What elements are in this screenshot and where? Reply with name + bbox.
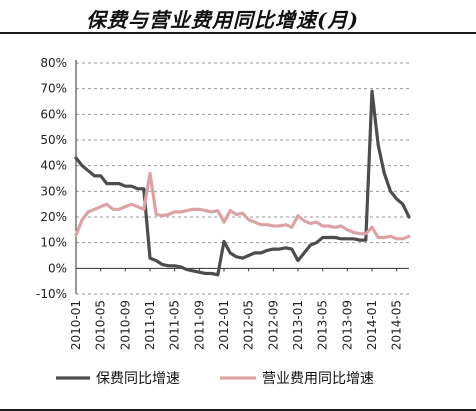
premium-growth-line	[74, 89, 411, 277]
x-tick-label: 2014-01	[365, 300, 379, 350]
x-tick-label: 2014-05	[390, 300, 404, 350]
x-tick-label: 2011-01	[143, 300, 157, 350]
y-tick-label: -10%	[36, 287, 67, 301]
x-tick-label: 2010-01	[69, 300, 83, 350]
y-tick-label: 30%	[40, 184, 67, 198]
series-lines	[74, 89, 411, 277]
y-tick-label: 0%	[48, 261, 67, 275]
y-tick-label: 20%	[40, 210, 67, 224]
y-tick-label: 50%	[40, 133, 67, 147]
operating-expense-growth-line	[74, 171, 411, 241]
gridlines	[76, 62, 409, 295]
legend-label-premium: 保费同比增速	[96, 371, 180, 387]
x-tick-label: 2013-05	[316, 300, 330, 350]
x-tick-label: 2013-01	[291, 300, 305, 350]
x-tick-label: 2012-01	[217, 300, 231, 350]
x-tick-label: 2010-09	[118, 300, 132, 350]
x-tick-label: 2012-05	[242, 300, 256, 350]
line-chart: 80%70%60%50%40%30%20%10%0%-10% 2010-01 20…	[36, 56, 411, 387]
x-tick-label: 2010-05	[94, 300, 108, 350]
bottom-border	[0, 409, 476, 411]
x-tick-label: 2012-09	[266, 300, 280, 350]
legend: 保费同比增速 营业费用同比增速	[56, 371, 374, 387]
y-tick-label: 70%	[40, 82, 67, 96]
axes	[75, 60, 409, 294]
x-tick-label: 2011-05	[168, 300, 182, 350]
title-area: 保费与营业费用同比增速(月)	[0, 0, 476, 34]
x-tick-label: 2013-09	[340, 300, 354, 350]
title-underline	[0, 32, 476, 34]
chart-title: 保费与营业费用同比增速(月)	[86, 8, 359, 32]
x-axis-tick-labels: 2010-01 2010-05 2010-09 2011-01 2011-05 2011-…	[69, 300, 404, 350]
y-tick-label: 10%	[40, 236, 67, 250]
y-axis-tick-labels: 80% 70% 60% 50% 40% 30% 20% 10% 0% -10%	[36, 56, 67, 301]
x-tick-label: 2011-09	[192, 300, 206, 350]
legend-label-expense: 营业费用同比增速	[262, 371, 374, 387]
y-tick-label: 40%	[40, 159, 67, 173]
y-tick-label: 60%	[40, 107, 67, 121]
y-tick-label: 80%	[40, 56, 67, 70]
